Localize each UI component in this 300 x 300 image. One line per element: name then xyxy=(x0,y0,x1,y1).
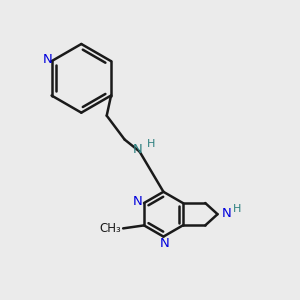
Text: H: H xyxy=(147,139,155,149)
Text: N: N xyxy=(43,53,53,66)
Text: CH₃: CH₃ xyxy=(99,222,121,235)
Text: H: H xyxy=(233,204,242,214)
Text: N: N xyxy=(133,195,143,208)
Text: N: N xyxy=(133,142,143,156)
Text: N: N xyxy=(222,207,232,220)
Text: N: N xyxy=(160,237,169,250)
